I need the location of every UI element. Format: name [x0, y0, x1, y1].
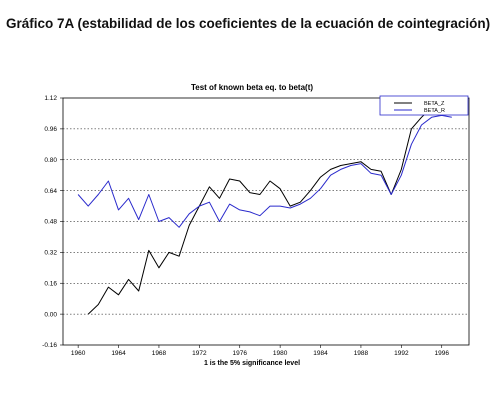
y-axis: 1.12 0.96 0.80 0.64 0.48 0.32 0.16 0.00 -0.16	[42, 95, 63, 349]
y-tick-label: 0.80	[44, 157, 57, 164]
grid-lines	[63, 128, 469, 315]
x-tick-label: 1976	[233, 350, 248, 357]
x-tick-label: 1964	[111, 350, 126, 357]
x-tick-label: 1984	[313, 350, 328, 357]
x-tick-label: 1960	[71, 350, 86, 357]
chart-title: Test of known beta eq. to beta(t)	[191, 83, 313, 92]
x-tick-label: 1980	[273, 350, 288, 357]
y-tick-label: 0.48	[44, 219, 57, 226]
x-tick-label: 1992	[394, 350, 409, 357]
y-tick-label: 0.64	[44, 188, 57, 195]
series-lines	[77, 99, 453, 315]
y-tick-label: -0.16	[42, 342, 57, 349]
legend-label-beta-z: BETA_Z	[424, 101, 445, 107]
y-tick-label: 0.96	[44, 126, 57, 133]
x-tick-label: 1996	[434, 350, 449, 357]
x-axis-label: 1 is the 5% significance level	[204, 360, 300, 367]
y-tick-label: 0.16	[44, 280, 57, 287]
series-line-beta-r	[77, 114, 452, 228]
y-tick-label: 1.12	[44, 95, 57, 102]
x-axis: 1960 1964 1968 1972 1976 1980 1984 1988 1992 1996	[71, 345, 449, 357]
legend-label-beta-r: BETA_R	[424, 108, 445, 114]
legend: BETA_Z BETA_R	[379, 95, 469, 116]
series-line-beta-z	[87, 99, 453, 315]
y-tick-label: 0.00	[44, 311, 57, 318]
y-tick-label: 0.32	[44, 250, 57, 257]
x-tick-label: 1988	[354, 350, 369, 357]
x-tick-label: 1972	[192, 350, 207, 357]
x-tick-label: 1968	[152, 350, 167, 357]
page-title: Gráfico 7A (estabilidad de los coeficien…	[6, 16, 491, 31]
